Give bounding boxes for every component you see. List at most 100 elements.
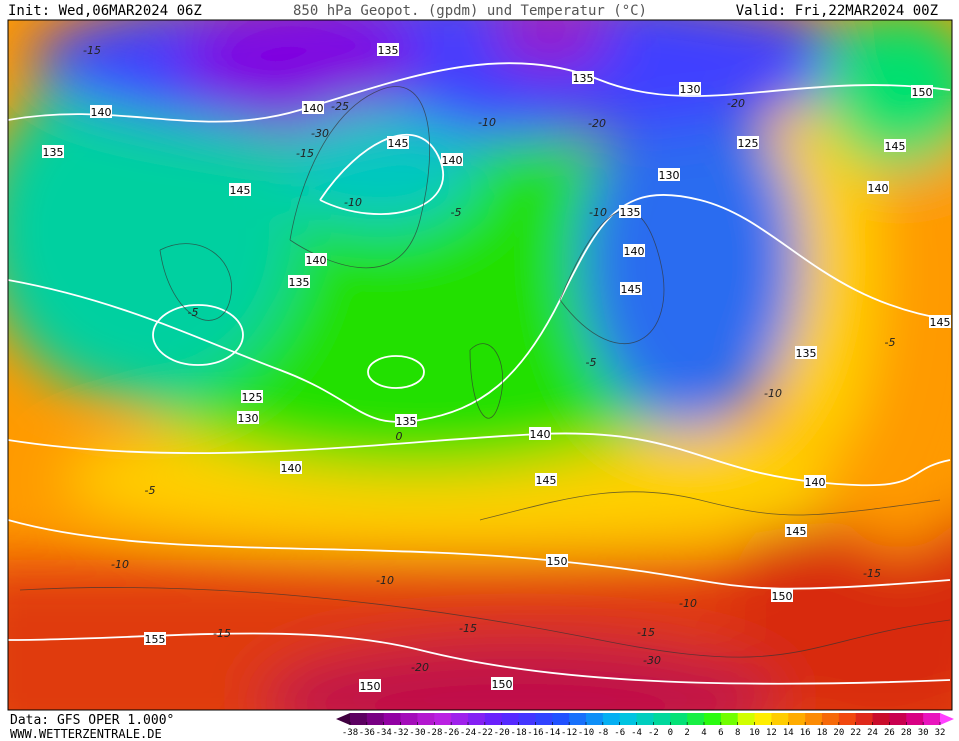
- label-box: [359, 679, 381, 692]
- temperature-label: -20: [588, 117, 606, 130]
- colorbar-label: 28: [901, 728, 912, 738]
- colorbar-swatch: [889, 713, 907, 725]
- label-box: [42, 145, 64, 158]
- label-box: [804, 475, 826, 488]
- colorbar-swatch: [855, 713, 874, 725]
- colorbar-swatch: [552, 713, 570, 725]
- colorbar-swatch: [822, 713, 840, 725]
- colorbar-label: -4: [631, 728, 642, 738]
- colorbar-label: -6: [614, 728, 625, 738]
- colorbar-label: 30: [918, 728, 929, 738]
- init-time: Init: Wed,06MAR2024 06Z: [8, 3, 202, 19]
- geopotential-label: 155: [145, 633, 166, 646]
- colorbar-swatch: [754, 713, 772, 725]
- colorbar-label: 8: [735, 728, 740, 738]
- colorbar-label: -38: [342, 728, 358, 738]
- colorbar-swatch: [636, 713, 654, 725]
- geopotential-label: 135: [43, 146, 64, 159]
- geopotential-label: 145: [930, 316, 951, 329]
- colorbar-label: -20: [494, 728, 510, 738]
- temperature-label: -10: [478, 116, 496, 129]
- geopotential-label: 145: [230, 184, 251, 197]
- temperature-label: -10: [376, 574, 394, 587]
- temperature-label: -15: [863, 567, 881, 580]
- temperature-label: -10: [589, 206, 607, 219]
- colorbar-label: -28: [426, 728, 442, 738]
- label-box: [679, 82, 701, 95]
- colorbar-swatch: [788, 713, 806, 725]
- colorbar-swatch: [451, 713, 469, 725]
- geopotential-label: 135: [620, 206, 641, 219]
- data-source: Data: GFS OPER 1.000°: [10, 713, 174, 728]
- temperature-label: -15: [213, 627, 231, 640]
- colorbar-swatch: [872, 713, 890, 725]
- colorbar-swatch: [586, 713, 604, 725]
- colorbar-swatch: [687, 713, 705, 725]
- colorbar-label: -22: [477, 728, 493, 738]
- colorbar-label: -32: [392, 728, 408, 738]
- geopotential-label: 140: [303, 102, 324, 115]
- colorbar-swatch: [468, 713, 486, 725]
- geopotential-label: 125: [242, 391, 263, 404]
- geopotential-label: 150: [912, 86, 933, 99]
- colorbar-label: -8: [597, 728, 608, 738]
- label-box: [302, 101, 324, 114]
- label-box: [658, 168, 680, 181]
- geopotential-label: 145: [621, 283, 642, 296]
- geopotential-label: 140: [442, 154, 463, 167]
- temperature-label: -20: [727, 97, 745, 110]
- colorbar-label: 22: [850, 728, 861, 738]
- temperature-label: -5: [586, 356, 597, 369]
- label-box: [280, 461, 302, 474]
- label-box: [241, 390, 263, 403]
- label-box: [867, 181, 889, 194]
- geopotential-label: 125: [738, 137, 759, 150]
- colorbar-swatch: [434, 713, 452, 725]
- geopotential-label: 145: [536, 474, 557, 487]
- colorbar-label: -26: [443, 728, 459, 738]
- colorbar-swatch: [619, 713, 638, 725]
- label-box: [911, 85, 933, 98]
- label-box: [387, 136, 409, 149]
- temperature-label: -20: [411, 661, 429, 674]
- colorbar-label: 6: [718, 728, 723, 738]
- map-title: 850 hPa Geopot. (gpdm) und Temperatur (°…: [293, 3, 647, 19]
- temperature-label: -15: [459, 622, 477, 635]
- geopotential-label: 145: [786, 525, 807, 538]
- colorbar-swatch: [501, 713, 520, 725]
- colorbar-swatch: [670, 713, 688, 725]
- colorbar-swatch: [720, 713, 739, 725]
- coastlines: [19, 86, 951, 658]
- geopotential-label: 140: [281, 462, 302, 475]
- temperature-label: -25: [331, 100, 349, 113]
- temperature-label: -5: [188, 306, 199, 319]
- label-box: [623, 244, 645, 257]
- label-box: [491, 677, 513, 690]
- geopotential-label: 130: [659, 169, 680, 182]
- label-box: [377, 43, 399, 56]
- label-box: [771, 589, 793, 602]
- colorbar-label: -36: [359, 728, 375, 738]
- colorbar-swatch: [535, 713, 553, 725]
- label-box: [229, 183, 251, 196]
- geopotential-label: 145: [388, 137, 409, 150]
- geopotential-label: 150: [360, 680, 381, 693]
- geopotential-label: 135: [289, 276, 310, 289]
- geopotential-label: 140: [530, 428, 551, 441]
- label-box: [929, 315, 951, 328]
- label-box: [884, 139, 906, 152]
- colorbar-label: -16: [527, 728, 543, 738]
- temperature-label: -5: [451, 206, 462, 219]
- temperature-label: -15: [296, 147, 314, 160]
- colorbar-swatch: [484, 713, 503, 725]
- label-box: [305, 253, 327, 266]
- temperature-label: -30: [643, 654, 661, 667]
- geopotential-label: 140: [805, 476, 826, 489]
- colorbar-swatch: [602, 713, 621, 725]
- label-box: [90, 105, 112, 118]
- valid-time: Valid: Fri,22MAR2024 00Z: [736, 3, 938, 19]
- colorbar-label: 24: [867, 728, 878, 738]
- label-box: [795, 346, 817, 359]
- colorbar-arrow: [940, 713, 954, 725]
